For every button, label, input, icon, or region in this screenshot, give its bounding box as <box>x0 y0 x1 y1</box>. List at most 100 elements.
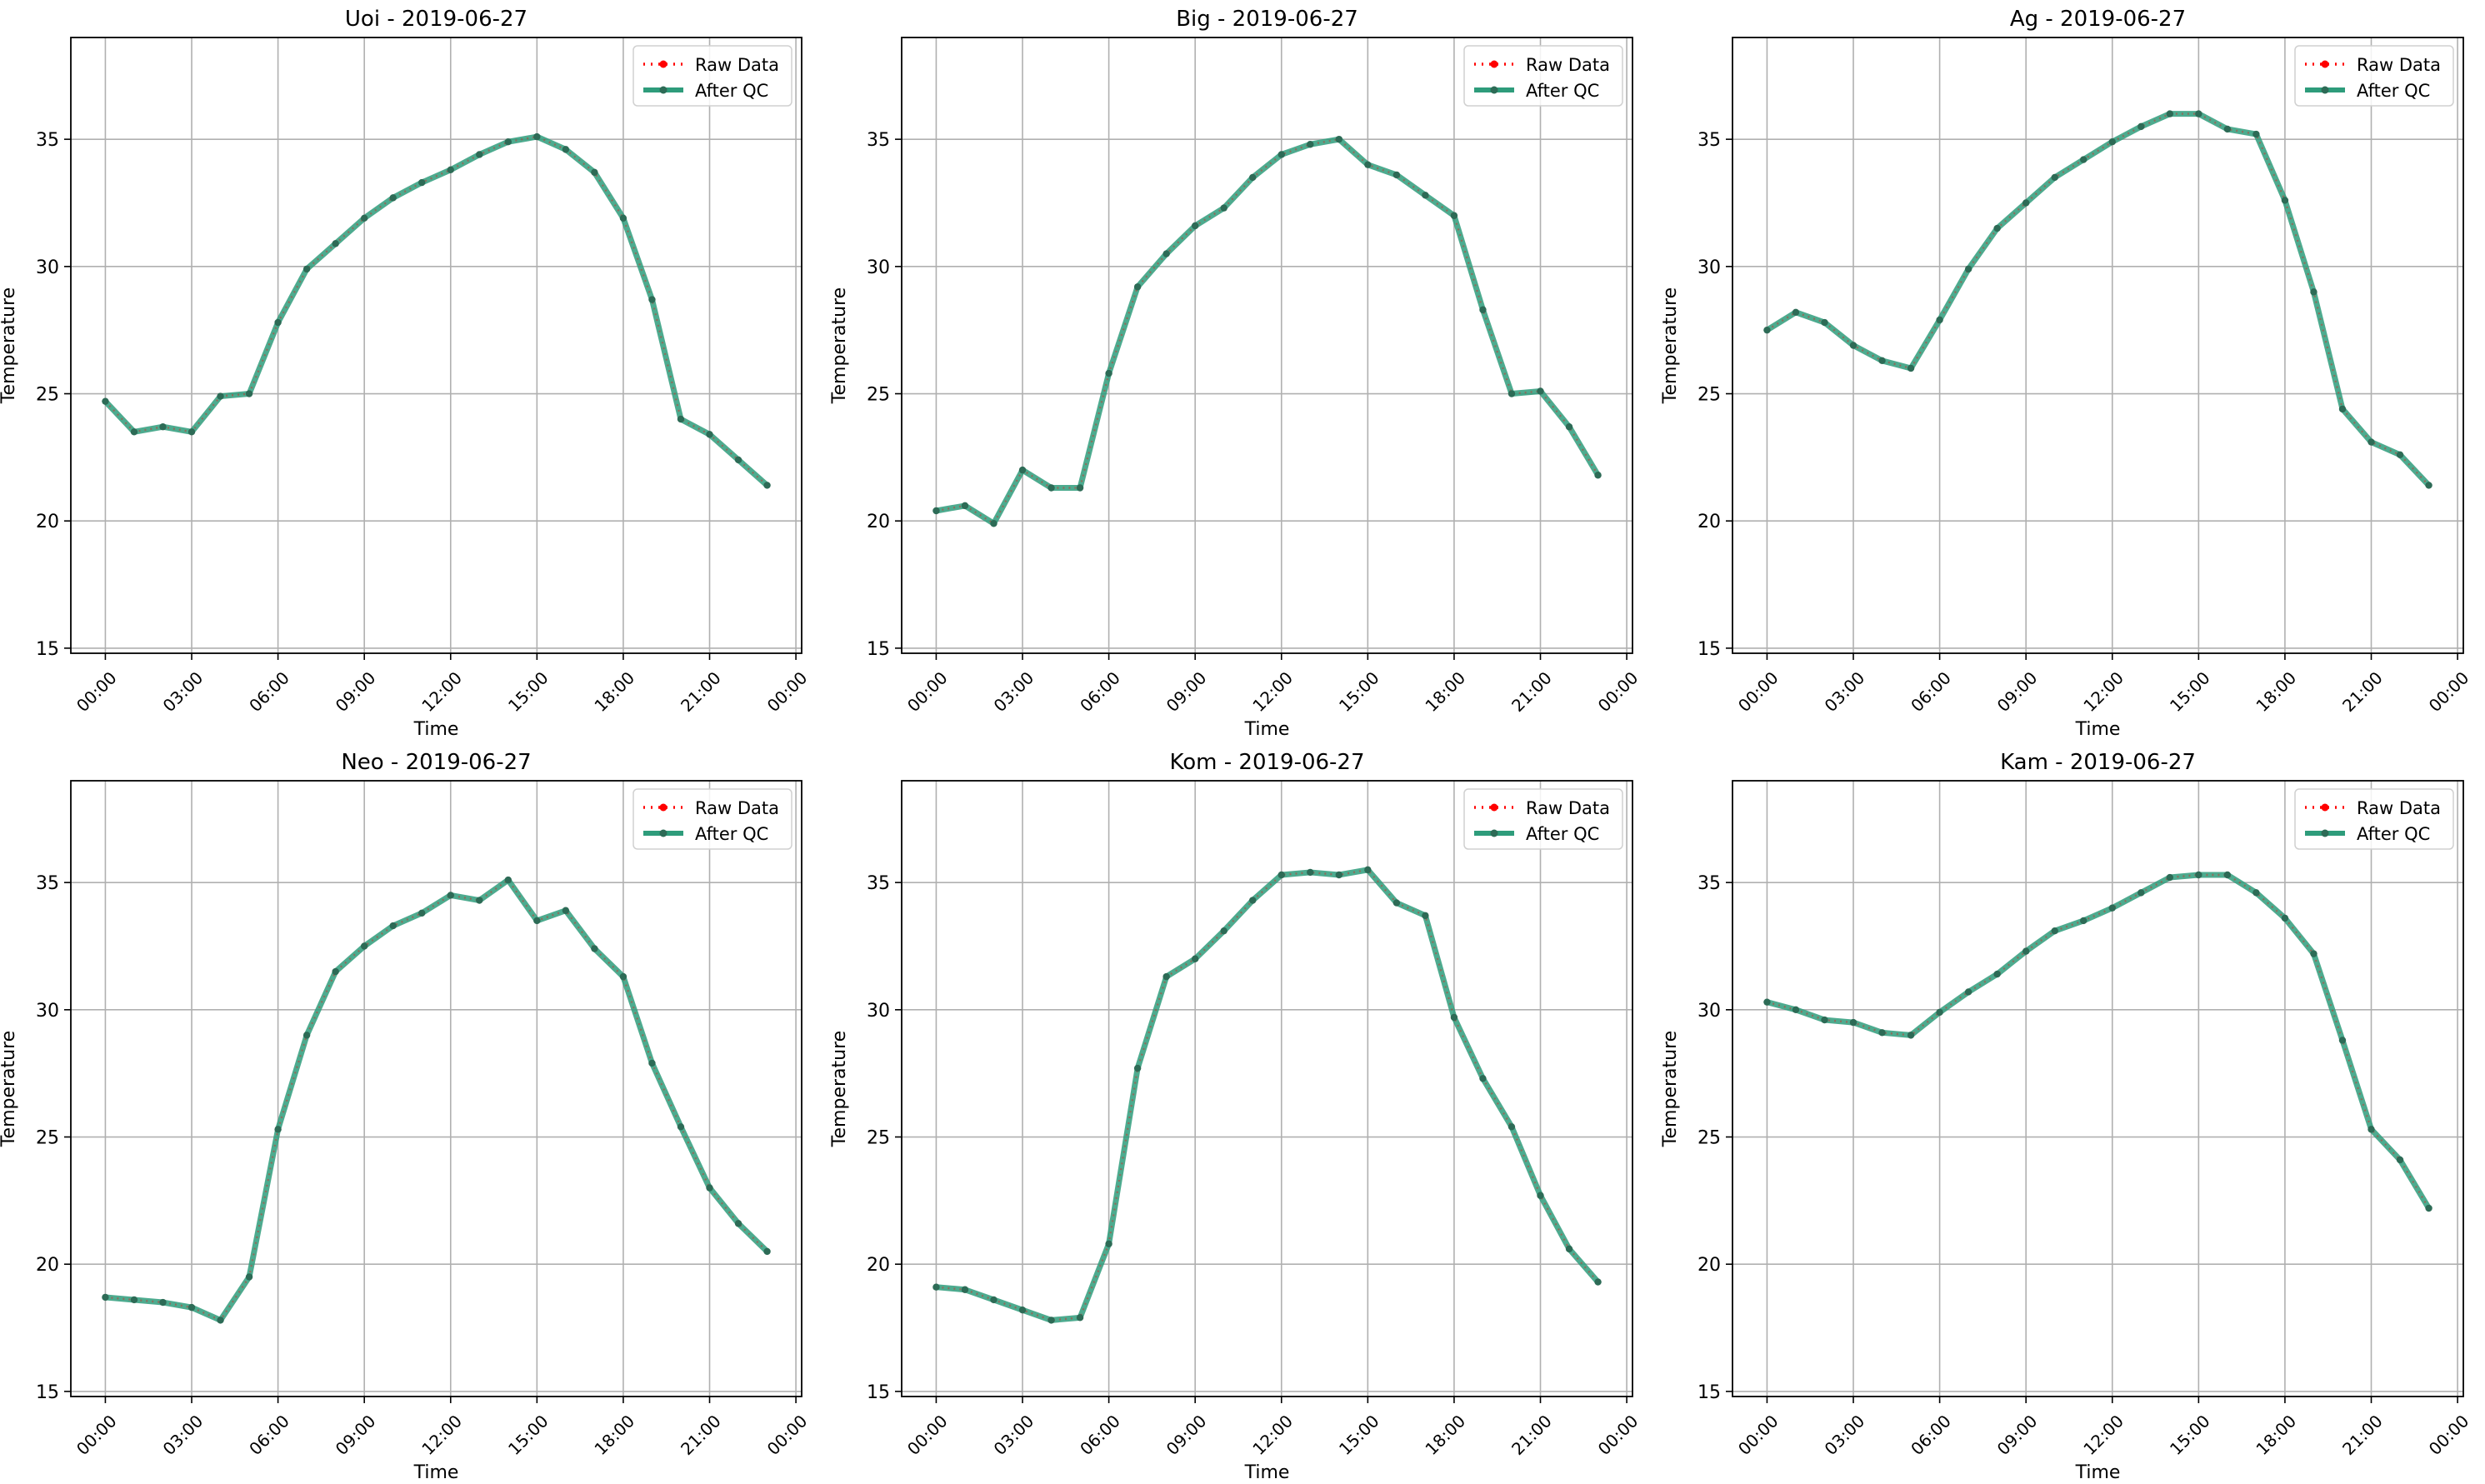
data-point <box>990 1296 998 1304</box>
data-point <box>1565 1245 1573 1253</box>
data-point <box>648 296 656 303</box>
y-tick-label: 20 <box>867 512 890 532</box>
data-point <box>648 1059 656 1067</box>
data-point <box>677 415 685 423</box>
legend-marker-after-qc <box>1490 86 1498 94</box>
data-point <box>504 138 512 146</box>
subplot-6: Kam - 2019-06-27 00:00 03:00 06:00 09:00 12:0… <box>1660 750 2472 1483</box>
legend: Raw Data After QC <box>2294 788 2454 850</box>
data-point <box>932 507 940 515</box>
data-point <box>2310 288 2318 296</box>
y-tick-label: 25 <box>867 1128 890 1149</box>
legend-label-after-qc: After QC <box>2357 824 2430 844</box>
data-point <box>706 431 713 438</box>
subplot-5: Kom - 2019-06-27 00:00 03:00 06:00 09:00 12:0… <box>829 750 1642 1483</box>
data-point <box>302 1032 311 1039</box>
legend-marker-raw-data <box>659 60 668 68</box>
data-point <box>1048 484 1055 492</box>
legend-label-after-qc: After QC <box>2357 81 2430 101</box>
data-point <box>1191 222 1199 230</box>
y-tick-label: 25 <box>36 385 59 406</box>
data-point <box>1364 866 1372 874</box>
x-tick-label: 09:00 <box>332 667 380 716</box>
data-point <box>332 967 339 976</box>
axes-frame <box>70 780 802 1397</box>
series-line-after-qc <box>102 133 771 488</box>
x-tick-label: 03:00 <box>990 1411 1038 1459</box>
data-point <box>961 502 969 510</box>
data-point <box>217 392 224 400</box>
data-point <box>677 1123 685 1131</box>
data-point <box>217 1317 224 1324</box>
x-tick-label: 00:00 <box>1594 667 1642 716</box>
x-tick-label: 06:00 <box>245 1411 293 1459</box>
x-tick-label: 21:00 <box>2338 667 2387 716</box>
data-point <box>1133 283 1142 291</box>
x-tick-label: 18:00 <box>590 667 638 716</box>
legend-marker-raw-data <box>2321 803 2329 812</box>
y-axis-label: Temperature <box>829 1031 850 1147</box>
x-tick-label: 00:00 <box>72 667 121 716</box>
data-point <box>504 876 512 884</box>
x-tick-label: 15:00 <box>504 1411 552 1459</box>
y-tick-label: 25 <box>1698 1128 1721 1149</box>
y-tick-label: 30 <box>1698 1001 1721 1022</box>
series-line-raw-data <box>105 878 768 1322</box>
x-tick-label: 00:00 <box>2425 1411 2473 1459</box>
legend-label-raw-data: Raw Data <box>2357 55 2441 75</box>
data-point <box>734 456 742 464</box>
data-point <box>1763 326 1771 334</box>
axes-frame <box>1732 37 2464 654</box>
y-tick-label: 20 <box>36 512 59 532</box>
data-point <box>1907 1032 1915 1039</box>
data-point <box>2108 904 2116 912</box>
data-point <box>1335 871 1343 879</box>
data-point <box>274 1126 282 1133</box>
data-point <box>1508 390 1516 397</box>
axes-frame <box>901 37 1633 654</box>
data-point <box>562 146 570 153</box>
axes-frame <box>1732 780 2464 1397</box>
data-point <box>2080 917 2088 925</box>
data-point <box>1220 927 1228 935</box>
data-point <box>1508 1123 1516 1131</box>
data-point <box>1821 318 1828 327</box>
x-tick-label: 00:00 <box>763 1411 812 1459</box>
legend: Raw Data After QC <box>1463 788 1623 850</box>
legend-marker-raw-data <box>659 803 668 812</box>
y-tick-label: 15 <box>1698 639 1721 660</box>
y-tick-label: 25 <box>36 1128 59 1149</box>
data-point <box>990 520 998 527</box>
data-point <box>476 897 483 904</box>
axes-frame <box>901 780 1633 1397</box>
data-point <box>2281 914 2289 922</box>
data-point <box>130 1296 138 1304</box>
y-tick-label: 30 <box>1698 257 1721 278</box>
data-point <box>2051 927 2058 935</box>
legend-marker-raw-data <box>2321 60 2329 68</box>
data-point <box>1450 1013 1458 1022</box>
legend-marker-after-qc <box>1490 829 1498 837</box>
data-point <box>102 1293 109 1302</box>
data-point <box>2080 156 2088 163</box>
legend-marker-raw-data <box>1490 60 1498 68</box>
series-line-after-qc <box>932 136 1602 527</box>
subplot-title: Uoi - 2019-06-27 <box>345 7 528 32</box>
x-tick-label: 12:00 <box>2079 667 2128 716</box>
x-tick-label: 18:00 <box>1421 667 1469 716</box>
data-point <box>1763 998 1771 1006</box>
legend-label-after-qc: After QC <box>695 824 768 844</box>
x-tick-label: 21:00 <box>677 667 725 716</box>
series-line-raw-data <box>104 135 768 487</box>
subplot-title: Kam - 2019-06-27 <box>2000 750 2196 775</box>
data-point <box>1849 342 1858 349</box>
series-line-after-qc <box>102 877 771 1323</box>
data-point <box>1076 484 1084 492</box>
data-point <box>2310 950 2318 957</box>
y-tick-label: 15 <box>867 1382 890 1403</box>
series-line-raw-data <box>1766 112 2430 487</box>
data-point <box>188 428 196 436</box>
data-point <box>2368 438 2375 446</box>
y-tick-label: 20 <box>1698 1255 1721 1276</box>
data-point <box>1878 1029 1886 1037</box>
